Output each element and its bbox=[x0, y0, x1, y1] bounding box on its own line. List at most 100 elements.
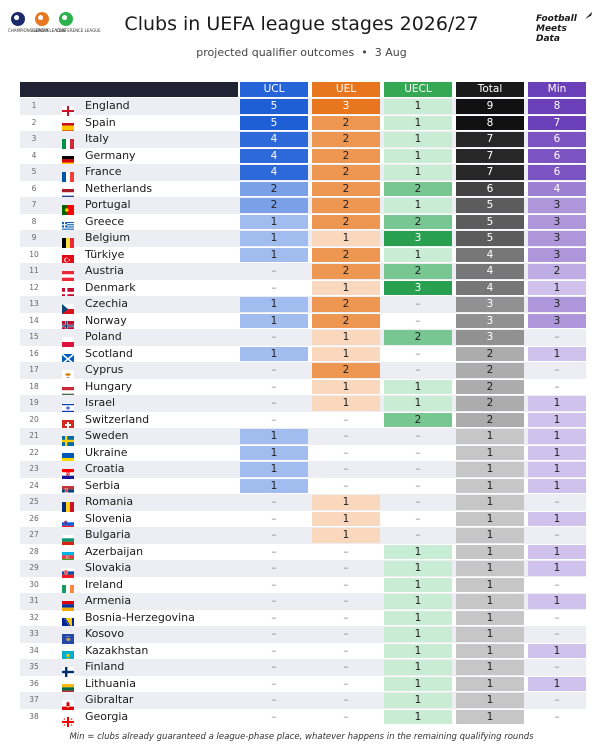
ucl-cell: – bbox=[271, 281, 277, 294]
subtitle: projected qualifier outcomes • 3 Aug bbox=[0, 46, 603, 59]
uecl-cell: 3 bbox=[384, 231, 452, 246]
min-cell: 1 bbox=[528, 561, 586, 576]
serbia-flag-icon bbox=[62, 481, 74, 496]
ucl-cell: – bbox=[271, 578, 277, 591]
min-cell: 3 bbox=[528, 198, 586, 213]
total-cell: 7 bbox=[456, 165, 524, 180]
bullet-separator: • bbox=[357, 46, 372, 59]
table-row: 4 Germany 4 2 1 7 6 bbox=[20, 148, 586, 166]
country-name: Cyprus bbox=[85, 363, 124, 376]
min-cell: 6 bbox=[528, 165, 586, 180]
country-name: Croatia bbox=[85, 462, 125, 475]
rank-number: 3 bbox=[31, 134, 37, 143]
total-cell: 6 bbox=[456, 181, 524, 196]
table-row: 29 Slovakia – –1 1 1 bbox=[20, 560, 586, 578]
country-name: Sweden bbox=[85, 429, 129, 442]
total-cell: 3 bbox=[456, 297, 524, 312]
table-row: 10 Türkiye 1 2 1 4 3 bbox=[20, 247, 586, 265]
table-row: 14 Norway 1 2 – 3 3 bbox=[20, 313, 586, 331]
country-name: Scotland bbox=[85, 346, 133, 360]
uecl-cell: – bbox=[415, 314, 421, 327]
ucl-cell: – bbox=[271, 644, 277, 657]
rank-number: 4 bbox=[31, 150, 37, 160]
ucl-cell: 5 bbox=[240, 115, 308, 130]
footnote: Min = clubs already guaranteed a league-… bbox=[69, 732, 534, 742]
ucl-cell: 1 bbox=[240, 247, 308, 262]
table-row: 38 Georgia – – 1 1 – bbox=[20, 709, 586, 727]
ucl-cell: – bbox=[271, 628, 277, 640]
header: CHAMPIONS LEAGUE EUROPA LEAGUE CONFERENCE … bbox=[0, 0, 603, 85]
greece-flag-icon bbox=[62, 217, 74, 232]
country-name: Belgium bbox=[85, 231, 131, 244]
total-cell: 3 bbox=[456, 330, 524, 345]
rank-number: 19 bbox=[29, 398, 39, 407]
total-cell: 5 bbox=[456, 198, 524, 213]
table-row: 27 Bulgaria – 1 – 1 – bbox=[20, 527, 586, 545]
slovenia-flag-icon bbox=[62, 514, 74, 529]
uecl-cell: 1 bbox=[384, 643, 452, 658]
total-cell: 2 bbox=[456, 396, 524, 411]
table-row: 22 Ukraine 1– –1 1 bbox=[20, 445, 586, 463]
uecl-cell: 1 bbox=[384, 396, 452, 411]
ucl-cell: 1 bbox=[240, 462, 308, 477]
ucl-cell: 1 bbox=[240, 231, 308, 246]
total-cell: 5 bbox=[456, 231, 524, 246]
table-row: 25 Romania – 1 – 1 – bbox=[20, 494, 586, 512]
uel-cell: 2 bbox=[312, 132, 380, 147]
netherlands-flag-icon bbox=[62, 184, 74, 199]
uecl-cell: 1 bbox=[384, 561, 452, 576]
uecl-cell: 1 bbox=[384, 379, 452, 394]
uel-cell: – bbox=[343, 694, 349, 706]
total-cell: 1 bbox=[456, 577, 524, 592]
competition-logos: CHAMPIONS LEAGUE EUROPA LEAGUE CONFERENCE … bbox=[8, 12, 101, 48]
ucl-cell: 1 bbox=[240, 445, 308, 460]
min-cell: 1 bbox=[528, 445, 586, 460]
rank-number: 2 bbox=[31, 117, 37, 127]
uecl-cell: 1 bbox=[384, 594, 452, 609]
table-row: 5 France 4 2 1 7 6 bbox=[20, 164, 586, 182]
country-name: Türkiye bbox=[85, 247, 125, 261]
country-name: Kazakhstan bbox=[85, 643, 149, 657]
rank-number: 7 bbox=[31, 200, 37, 209]
czechia-flag-icon bbox=[62, 299, 74, 314]
uel-cell: 2 bbox=[312, 313, 380, 328]
uel-cell: 2 bbox=[312, 165, 380, 180]
uecl-cell: 1 bbox=[384, 627, 452, 642]
rank-number: 31 bbox=[29, 596, 39, 605]
table-row: 23 Croatia 1– –1 1 bbox=[20, 461, 586, 479]
uel-cell: – bbox=[343, 578, 349, 591]
rank-number: 11 bbox=[29, 266, 39, 275]
rank-number: 16 bbox=[29, 348, 39, 358]
brand-spark-icon bbox=[584, 11, 593, 20]
kosovo-flag-icon bbox=[62, 629, 74, 644]
lithuania-flag-icon bbox=[62, 679, 74, 694]
rank-number: 36 bbox=[29, 678, 39, 688]
rank-number: 30 bbox=[29, 579, 39, 589]
table-row: 11 Austria –2 2 4 2 bbox=[20, 263, 586, 281]
ukraine-flag-icon bbox=[62, 448, 74, 463]
uel-cell: 2 bbox=[312, 363, 380, 378]
rank-number: 23 bbox=[29, 464, 39, 473]
table-row: 32 Bosnia-Herzegovina – – 1 1 – bbox=[20, 610, 586, 628]
min-cell: 3 bbox=[528, 214, 586, 229]
table-row: 9 Belgium 1 1 3 5 3 bbox=[20, 230, 586, 248]
gibraltar-flag-icon bbox=[62, 695, 74, 710]
uel-cell: – bbox=[343, 545, 349, 558]
min-cell: 1 bbox=[528, 429, 586, 444]
uel-cell: – bbox=[343, 562, 349, 574]
rank-number: 37 bbox=[29, 695, 39, 704]
uel-cell: 1 bbox=[312, 396, 380, 411]
rank-number: 29 bbox=[29, 563, 39, 572]
ucl-cell: 1 bbox=[240, 313, 308, 328]
rank-number: 28 bbox=[29, 546, 39, 556]
country-name: Hungary bbox=[85, 379, 132, 393]
uecl-cell: 1 bbox=[384, 115, 452, 130]
uel-cell: 1 bbox=[312, 495, 380, 510]
country-name: Czechia bbox=[85, 297, 129, 310]
rank-number: 15 bbox=[29, 332, 39, 341]
min-cell: 1 bbox=[528, 544, 586, 559]
table-row: 37 Gibraltar – – 1 1 – bbox=[20, 692, 586, 710]
table-row: 24 Serbia 1– –1 1 bbox=[20, 478, 586, 496]
ucl-cell: – bbox=[271, 331, 277, 343]
rank-number: 9 bbox=[31, 233, 37, 242]
